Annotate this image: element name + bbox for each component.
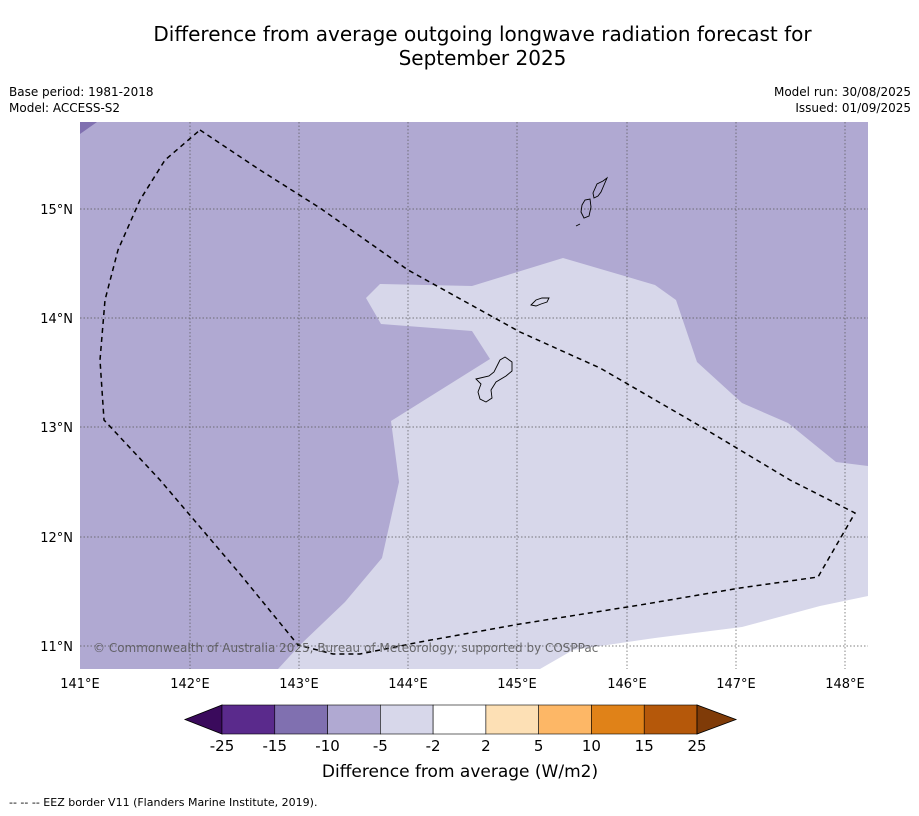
colorbar-label-4: -2 bbox=[425, 737, 441, 755]
anomaly-field-minus5-minus2 bbox=[278, 258, 868, 669]
lat-label-11: 11°N bbox=[40, 640, 73, 655]
lon-label-148: 148°E bbox=[825, 677, 865, 692]
colorbar-bin-4 bbox=[432, 704, 487, 735]
colorbar-label-1: -15 bbox=[262, 737, 288, 755]
lat-label-15: 15°N bbox=[40, 203, 73, 218]
colorbar-label-6: 5 bbox=[533, 737, 544, 755]
base-period: Base period: 1981-2018 bbox=[9, 85, 154, 99]
lat-label-14: 14°N bbox=[40, 312, 73, 327]
lon-label-147: 147°E bbox=[716, 677, 756, 692]
lon-label-142: 142°E bbox=[170, 677, 210, 692]
copyright-notice: © Commonwealth of Australia 2025, Bureau… bbox=[93, 641, 599, 655]
island-outlines bbox=[475, 176, 609, 403]
lon-label-144: 144°E bbox=[388, 677, 428, 692]
colorbar-label-5: 2 bbox=[481, 737, 491, 755]
island-rota bbox=[530, 297, 550, 307]
colorbar-bin-3 bbox=[380, 704, 434, 735]
island-tinian bbox=[580, 198, 592, 219]
map-area bbox=[80, 122, 868, 669]
lon-label-141: 141°E bbox=[60, 677, 100, 692]
island-aguijan bbox=[575, 223, 581, 227]
colorbar-bin-7 bbox=[591, 704, 645, 735]
gridlines bbox=[80, 122, 868, 669]
colorbar-bin-8 bbox=[643, 704, 698, 735]
lat-label-12: 12°N bbox=[40, 531, 73, 546]
lat-tick-labels: 15°N 14°N 13°N 12°N 11°N bbox=[40, 203, 73, 655]
colorbar-bin-0 bbox=[221, 704, 276, 735]
map-title: Difference from average outgoing longwav… bbox=[0, 22, 919, 70]
colorbar-title: Difference from average (W/m2) bbox=[321, 762, 599, 782]
island-saipan bbox=[592, 176, 609, 199]
anomaly-field-minus15-minus10 bbox=[80, 122, 97, 134]
colorbar-label-3: -5 bbox=[372, 737, 388, 755]
colorbar-label-9: 25 bbox=[687, 737, 707, 755]
eez-footnote: -- -- -- EEZ border V11 (Flanders Marine… bbox=[9, 796, 318, 809]
colorbar-bin-5 bbox=[485, 704, 539, 735]
lon-tick-labels: 141°E 142°E 143°E 144°E 145°E 146°E 147°… bbox=[60, 677, 865, 692]
colorbar bbox=[183, 704, 738, 735]
colorbar-label-0: -25 bbox=[209, 737, 235, 755]
colorbar-bin-1 bbox=[274, 704, 328, 735]
meta-right: Model run: 30/08/2025 Issued: 01/09/2025 bbox=[774, 84, 911, 116]
anomaly-field-minus2-plus2 bbox=[540, 596, 868, 669]
colorbar-under-arrow bbox=[183, 704, 223, 735]
model-run: Model run: 30/08/2025 bbox=[773, 85, 911, 99]
lon-label-143: 143°E bbox=[279, 677, 319, 692]
colorbar-over-arrow bbox=[696, 704, 738, 735]
meta-left: Base period: 1981-2018 Model: ACCESS-S2 bbox=[9, 84, 154, 116]
colorbar-label-7: 10 bbox=[581, 737, 601, 755]
colorbar-bin-6 bbox=[538, 704, 592, 735]
lon-label-145: 145°E bbox=[497, 677, 537, 692]
lon-label-146: 146°E bbox=[607, 677, 647, 692]
title-line-1: Difference from average outgoing longwav… bbox=[153, 22, 812, 46]
colorbar-label-2: -10 bbox=[315, 737, 340, 755]
model-name: Model: ACCESS-S2 bbox=[9, 101, 121, 115]
title-line-2: September 2025 bbox=[398, 46, 567, 70]
issued-date: Issued: 01/09/2025 bbox=[795, 101, 911, 115]
lat-label-13: 13°N bbox=[40, 421, 73, 436]
colorbar-bin-2 bbox=[327, 704, 381, 735]
island-guam bbox=[475, 356, 513, 403]
colorbar-label-8: 15 bbox=[634, 737, 654, 755]
